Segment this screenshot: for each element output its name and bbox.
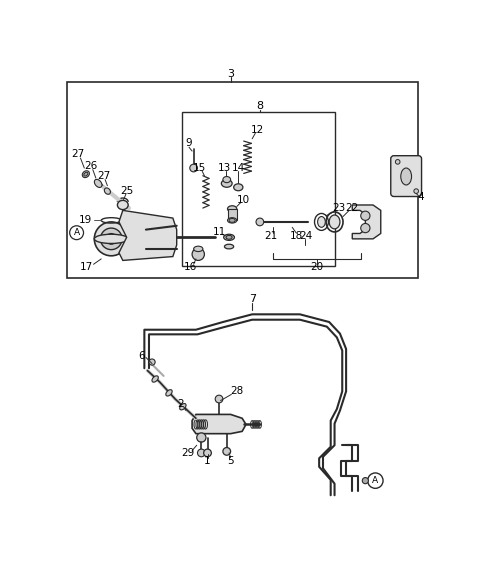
Ellipse shape <box>166 389 172 396</box>
FancyBboxPatch shape <box>391 156 421 196</box>
Ellipse shape <box>118 200 128 209</box>
Ellipse shape <box>104 188 110 194</box>
Text: 24: 24 <box>300 231 312 241</box>
Ellipse shape <box>193 246 203 251</box>
Polygon shape <box>352 205 381 239</box>
Ellipse shape <box>229 218 235 222</box>
Circle shape <box>223 448 230 455</box>
Ellipse shape <box>223 177 230 183</box>
Text: 6: 6 <box>139 351 145 361</box>
Ellipse shape <box>180 404 186 410</box>
Text: 2: 2 <box>177 400 184 409</box>
Polygon shape <box>192 414 246 434</box>
Circle shape <box>361 211 370 220</box>
Ellipse shape <box>401 168 411 185</box>
Text: 19: 19 <box>79 216 93 225</box>
Circle shape <box>204 449 211 457</box>
Text: 11: 11 <box>213 227 226 237</box>
Text: 28: 28 <box>230 387 243 396</box>
Ellipse shape <box>95 179 102 187</box>
Ellipse shape <box>94 234 128 243</box>
Text: 22: 22 <box>346 203 359 213</box>
Circle shape <box>197 433 206 442</box>
Circle shape <box>190 164 197 172</box>
Circle shape <box>94 222 128 256</box>
Text: A: A <box>372 476 378 485</box>
Circle shape <box>192 248 204 260</box>
Text: 12: 12 <box>251 125 264 135</box>
Text: 23: 23 <box>332 203 345 213</box>
Text: 4: 4 <box>418 192 424 202</box>
Circle shape <box>215 395 223 403</box>
Ellipse shape <box>225 245 234 249</box>
Circle shape <box>396 160 400 164</box>
Text: 1: 1 <box>204 456 211 466</box>
Circle shape <box>414 189 419 194</box>
Ellipse shape <box>228 218 237 223</box>
Ellipse shape <box>84 172 88 176</box>
Text: 26: 26 <box>84 161 97 171</box>
Text: 14: 14 <box>232 163 245 173</box>
Text: 17: 17 <box>80 261 93 272</box>
Text: 13: 13 <box>218 163 231 173</box>
Text: 9: 9 <box>185 138 192 148</box>
Text: 7: 7 <box>249 294 256 304</box>
Circle shape <box>197 449 205 457</box>
Ellipse shape <box>82 171 89 178</box>
Bar <box>67 82 418 278</box>
Ellipse shape <box>226 235 232 239</box>
Ellipse shape <box>228 206 237 212</box>
Ellipse shape <box>318 217 325 228</box>
Ellipse shape <box>329 215 340 229</box>
Polygon shape <box>119 211 177 260</box>
Text: 18: 18 <box>289 231 303 241</box>
Circle shape <box>362 478 369 484</box>
Circle shape <box>100 228 122 250</box>
Text: 20: 20 <box>310 261 324 272</box>
Text: 10: 10 <box>237 195 250 205</box>
Ellipse shape <box>221 179 232 187</box>
Text: 21: 21 <box>264 231 277 241</box>
Ellipse shape <box>152 376 158 382</box>
Circle shape <box>106 233 117 245</box>
Text: 5: 5 <box>228 456 234 466</box>
Text: 15: 15 <box>193 163 206 173</box>
Circle shape <box>361 224 370 233</box>
Text: 16: 16 <box>184 261 197 272</box>
Text: 27: 27 <box>72 149 85 159</box>
Ellipse shape <box>234 184 243 191</box>
Circle shape <box>149 359 155 365</box>
Text: 29: 29 <box>181 448 195 458</box>
Text: A: A <box>73 228 80 237</box>
Text: 27: 27 <box>97 171 110 181</box>
Text: 8: 8 <box>256 101 264 112</box>
Text: 3: 3 <box>227 69 234 79</box>
Bar <box>182 112 335 266</box>
Text: 25: 25 <box>120 186 133 196</box>
Circle shape <box>256 218 264 226</box>
Ellipse shape <box>224 234 234 241</box>
Bar <box>228 209 237 220</box>
